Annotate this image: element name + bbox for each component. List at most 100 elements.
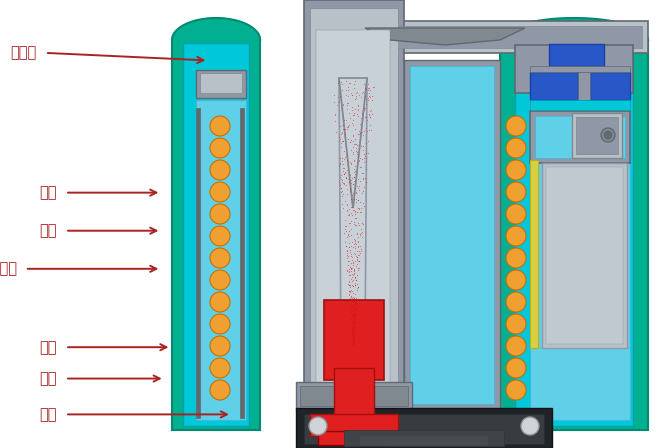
Point	[348, 283, 359, 290]
Point	[343, 231, 353, 238]
Point	[346, 322, 357, 329]
Point	[342, 268, 353, 275]
Point	[346, 273, 357, 280]
Point	[335, 93, 345, 100]
Point	[343, 232, 354, 239]
Point	[347, 334, 358, 341]
Point	[353, 264, 364, 271]
Point	[347, 316, 358, 323]
Point	[352, 233, 363, 241]
Point	[347, 305, 358, 312]
Point	[351, 256, 362, 263]
Point	[348, 240, 359, 247]
Point	[338, 165, 349, 172]
Point	[349, 297, 360, 304]
Point	[339, 131, 350, 138]
Point	[346, 271, 357, 278]
Point	[337, 101, 348, 108]
Point	[349, 315, 360, 322]
Point	[336, 79, 347, 86]
Point	[349, 185, 360, 192]
Point	[366, 126, 376, 134]
Point	[349, 326, 360, 333]
Point	[341, 167, 352, 174]
Point	[347, 321, 358, 328]
Point	[362, 81, 373, 88]
Point	[348, 294, 359, 302]
Point	[361, 179, 372, 186]
Point	[351, 140, 362, 147]
Point	[346, 136, 357, 143]
Point	[350, 281, 361, 289]
Point	[360, 166, 371, 173]
Point	[362, 128, 372, 135]
Point	[351, 142, 362, 149]
Point	[347, 330, 358, 337]
Point	[348, 322, 359, 329]
Point	[353, 257, 364, 264]
Point	[338, 116, 349, 124]
Point	[348, 317, 359, 324]
Point	[358, 143, 368, 150]
Point	[347, 310, 358, 318]
Point	[360, 140, 371, 147]
Point	[346, 267, 357, 274]
Point	[353, 247, 364, 254]
Point	[344, 178, 355, 185]
Point	[337, 157, 348, 164]
Circle shape	[210, 248, 230, 268]
Circle shape	[210, 116, 230, 136]
Point	[342, 252, 353, 259]
Point	[349, 237, 360, 244]
Point	[353, 221, 364, 228]
Point	[349, 270, 360, 277]
Point	[345, 301, 356, 308]
Point	[348, 311, 359, 319]
Circle shape	[601, 128, 615, 142]
Point	[350, 311, 361, 319]
Point	[352, 284, 363, 291]
Point	[337, 191, 348, 198]
Point	[346, 266, 357, 273]
Bar	[590, 72, 630, 100]
Point	[352, 185, 363, 192]
Bar	[530, 163, 630, 348]
Point	[362, 84, 373, 91]
Point	[329, 99, 339, 106]
Point	[349, 157, 360, 164]
Point	[363, 149, 374, 156]
Point	[352, 89, 363, 96]
Point	[339, 171, 349, 178]
Circle shape	[506, 270, 526, 290]
Point	[346, 288, 357, 295]
Point	[347, 180, 358, 187]
Point	[337, 129, 347, 136]
Point	[352, 208, 363, 215]
Point	[347, 337, 358, 344]
Point	[349, 219, 360, 226]
Point	[347, 143, 358, 151]
Bar	[360, 26, 642, 48]
Point	[346, 276, 357, 283]
Point	[366, 110, 377, 117]
Point	[349, 215, 360, 222]
Point	[348, 315, 359, 323]
Point	[352, 251, 363, 258]
Point	[347, 192, 358, 199]
Point	[342, 86, 353, 94]
Point	[362, 116, 372, 123]
Point	[349, 304, 360, 311]
Point	[352, 271, 363, 279]
Point	[347, 319, 358, 327]
Point	[345, 315, 356, 323]
Point	[354, 250, 365, 257]
Circle shape	[506, 248, 526, 268]
Text: 线圈: 线圈	[40, 185, 57, 200]
Point	[350, 144, 361, 151]
Point	[346, 146, 357, 153]
Point	[344, 243, 355, 250]
Point	[348, 207, 359, 214]
Point	[348, 332, 359, 339]
Point	[360, 104, 370, 112]
Point	[341, 181, 351, 189]
